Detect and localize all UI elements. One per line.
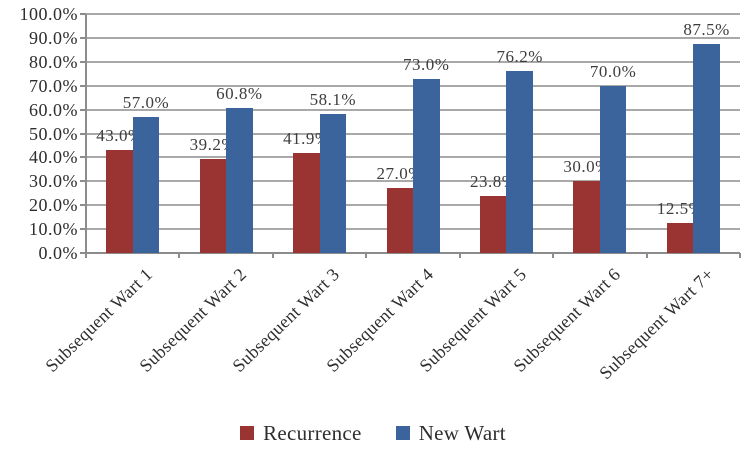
y-axis-tick [80,180,86,183]
data-label: 23.8% [469,172,517,192]
y-axis-tick [80,84,86,87]
y-axis-tick [80,204,86,207]
gridline [86,60,740,63]
bar-new-wart [226,107,253,253]
legend-item-recurrence: Recurrence [240,421,362,446]
bar-recurrence [479,196,507,253]
data-label: 30.0% [563,157,610,177]
data-label: 43.0% [96,126,143,146]
x-axis-tick [178,253,181,258]
y-axis-tick [80,36,86,39]
data-label: 76.2% [496,46,543,66]
y-tick-label: 60.0% [29,99,78,120]
x-axis [86,252,740,254]
data-label: 73.0% [403,54,450,74]
bar-recurrence [666,223,694,253]
bar-recurrence [293,152,320,253]
x-axis-tick [552,253,555,258]
y-axis-tick [80,228,86,231]
y-tick-label: 90.0% [29,27,78,48]
y-tick-label: 30.0% [29,171,78,192]
x-axis-tick [739,253,741,258]
bar-recurrence [199,159,227,253]
x-axis-tick [85,253,87,258]
x-axis-tick [645,253,648,258]
bar-recurrence [573,181,600,253]
data-label: 12.5% [656,199,704,219]
legend-swatch-icon [240,426,255,440]
legend-item-new-wart: New Wart [395,420,506,446]
data-label: 87.5% [683,19,730,39]
bar-new-wart [413,78,440,253]
data-label: 41.9% [283,128,330,148]
bar-new-wart [693,43,720,253]
bar-new-wart [599,85,627,253]
data-label: 39.2% [189,135,237,155]
gridline [86,36,740,39]
y-tick-label: 0.0% [38,243,78,263]
data-label: 58.1% [309,90,357,110]
y-axis-tick [80,156,86,159]
legend-label: Recurrence [263,420,362,445]
y-axis-tick [80,13,86,15]
y-tick-label: 40.0% [29,147,78,168]
bar-new-wart [319,114,347,253]
data-label: 60.8% [216,83,263,103]
y-tick-label: 80.0% [29,51,78,72]
y-tick-label: 70.0% [29,75,78,96]
data-label: 70.0% [589,61,637,81]
bar-recurrence [386,188,413,253]
x-axis-tick [458,253,461,258]
y-axis-tick [80,60,86,63]
legend: Recurrence New Wart [0,417,746,449]
y-axis-tick [80,132,86,135]
y-tick-label: 100.0% [19,4,78,24]
data-label: 57.0% [122,92,170,112]
bar-recurrence [106,150,133,253]
y-tick-label: 50.0% [29,123,78,144]
x-axis-tick [365,253,368,258]
y-axis [85,14,87,258]
bar-new-wart [506,70,533,253]
y-axis-tick [80,108,86,111]
gridline [86,13,740,15]
y-axis-tick [80,252,86,254]
x-axis-tick [271,253,274,258]
data-label: 27.0% [376,164,423,184]
legend-swatch-icon [395,426,410,440]
legend-label: New Wart [418,420,506,445]
y-tick-label: 20.0% [29,195,78,216]
bar-new-wart [132,116,160,253]
y-tick-label: 10.0% [29,219,78,240]
